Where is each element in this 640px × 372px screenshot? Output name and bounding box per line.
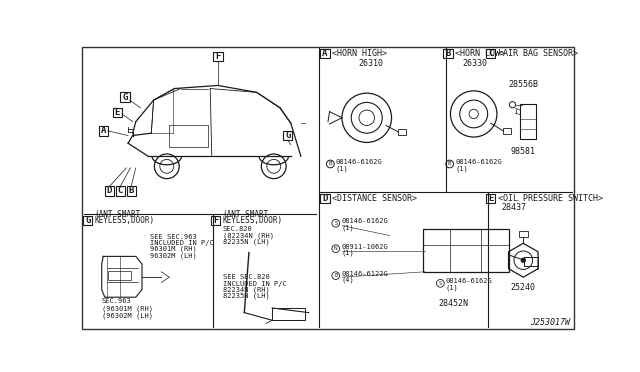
Bar: [83, 216, 92, 225]
Text: 26330: 26330: [463, 59, 488, 68]
Bar: [486, 49, 495, 58]
Text: S: S: [439, 281, 442, 286]
Text: SEE SEC.820: SEE SEC.820: [223, 275, 269, 280]
Bar: [423, 230, 509, 272]
Text: B: B: [445, 49, 451, 58]
Bar: [113, 108, 122, 117]
Text: 96301M (RH): 96301M (RH): [150, 246, 196, 253]
Text: 96302M (LH): 96302M (LH): [150, 252, 196, 259]
Text: E: E: [488, 194, 493, 203]
Text: B: B: [129, 186, 134, 195]
Text: A: A: [322, 49, 328, 58]
Text: G: G: [85, 216, 90, 225]
Text: D: D: [322, 194, 328, 203]
Text: S: S: [334, 221, 337, 226]
Text: (1): (1): [336, 165, 349, 171]
Text: 98581: 98581: [511, 147, 536, 156]
Bar: [99, 126, 108, 135]
Text: 08146-6162G: 08146-6162G: [336, 159, 383, 165]
Text: G: G: [122, 93, 127, 102]
Text: 82235N (LH): 82235N (LH): [223, 238, 269, 245]
Bar: [444, 49, 452, 58]
Text: (96302M (LH): (96302M (LH): [102, 312, 153, 319]
Bar: [320, 194, 330, 203]
Text: INCLUDED IN P/C: INCLUDED IN P/C: [223, 280, 286, 287]
Text: (1): (1): [455, 165, 468, 171]
Text: 82234N (RH): 82234N (RH): [223, 287, 269, 293]
Bar: [486, 194, 495, 203]
Bar: [397, 129, 406, 135]
Text: (1): (1): [341, 250, 354, 256]
Bar: [272, 308, 305, 320]
Text: B: B: [328, 161, 332, 167]
Text: KEYLESS,DOOR): KEYLESS,DOOR): [223, 216, 283, 225]
Text: B: B: [448, 161, 451, 167]
Bar: [211, 216, 220, 225]
Text: <DISTANCE SENSOR>: <DISTANCE SENSOR>: [332, 194, 417, 203]
Text: (1): (1): [446, 285, 458, 291]
Bar: [108, 271, 131, 280]
Text: N: N: [334, 246, 338, 251]
Text: 82235N (LH): 82235N (LH): [223, 293, 269, 299]
Bar: [213, 52, 223, 61]
Text: 28452N: 28452N: [438, 299, 468, 308]
Text: A: A: [100, 126, 106, 135]
Text: <AIR BAG SENSOR>: <AIR BAG SENSOR>: [498, 49, 578, 58]
Text: SEC.820: SEC.820: [223, 226, 252, 232]
Bar: [127, 186, 136, 196]
Text: 08146-6162G: 08146-6162G: [446, 278, 493, 284]
Text: 28556B: 28556B: [508, 80, 538, 89]
Text: E: E: [115, 108, 120, 117]
Text: C: C: [488, 49, 493, 58]
Text: (4): (4): [341, 277, 354, 283]
Text: (ANT-SMART: (ANT-SMART: [95, 210, 141, 219]
Text: SEE SEC.963: SEE SEC.963: [150, 234, 196, 240]
Text: (1): (1): [341, 224, 354, 231]
Text: F: F: [215, 52, 221, 61]
Text: (ANT-SMART: (ANT-SMART: [223, 210, 269, 219]
Text: J253017W: J253017W: [530, 318, 570, 327]
Bar: [518, 231, 528, 237]
Bar: [116, 186, 125, 196]
Text: F: F: [213, 216, 218, 225]
Bar: [503, 128, 511, 134]
Text: 08146-6162G: 08146-6162G: [455, 159, 502, 165]
Text: SEC.963: SEC.963: [102, 298, 131, 304]
Text: 08146-6162G: 08146-6162G: [341, 218, 388, 224]
Text: KEYLESS,DOOR): KEYLESS,DOOR): [95, 216, 155, 225]
Text: <OIL PRESSURE SWITCH>: <OIL PRESSURE SWITCH>: [498, 194, 603, 203]
Text: 08911-1062G: 08911-1062G: [341, 244, 388, 250]
Circle shape: [521, 258, 525, 263]
Text: 26310: 26310: [358, 59, 383, 68]
Text: (96301M (RH): (96301M (RH): [102, 305, 153, 312]
Text: <HORN HIGH>: <HORN HIGH>: [332, 49, 387, 58]
Text: 28437: 28437: [502, 203, 527, 212]
Bar: [283, 131, 292, 140]
Text: 08146-6122G: 08146-6122G: [341, 271, 388, 277]
Text: INCLUDED IN P/C: INCLUDED IN P/C: [150, 240, 214, 246]
Text: (82234N (RH): (82234N (RH): [223, 232, 274, 239]
Bar: [320, 49, 330, 58]
Text: D: D: [107, 186, 112, 195]
Text: G: G: [285, 131, 291, 140]
Bar: [169, 125, 208, 147]
Bar: [524, 257, 538, 266]
Bar: [520, 104, 536, 139]
Bar: [120, 92, 130, 102]
Text: B: B: [334, 273, 337, 278]
Text: 25240: 25240: [511, 282, 536, 292]
Text: C: C: [118, 186, 123, 195]
Text: <HORN LOW>: <HORN LOW>: [455, 49, 505, 58]
Bar: [105, 186, 114, 196]
